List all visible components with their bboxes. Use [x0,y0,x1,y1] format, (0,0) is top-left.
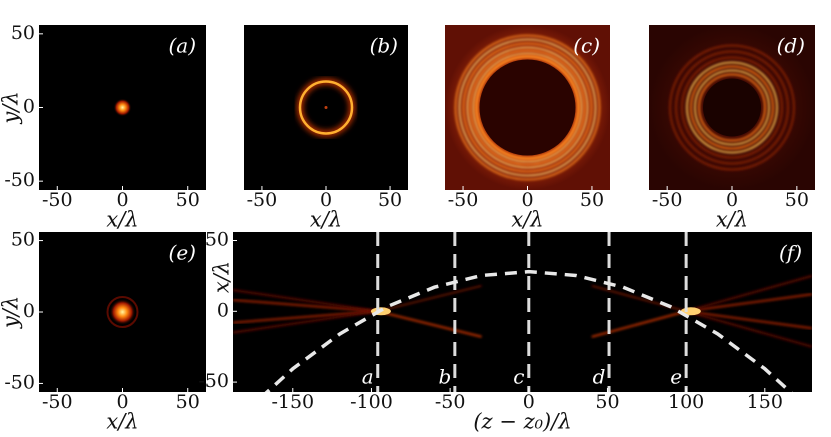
x-tick-label: 50 [785,189,809,211]
x-axis-label: x/λ [106,410,138,434]
y-tick-label: -50 [198,370,229,392]
ring [675,50,789,165]
streak [233,298,378,313]
x-axis-label: (z − z₀)/λ [473,410,571,434]
marker-label: d [593,365,606,389]
halo [106,296,139,328]
dot [324,106,328,109]
ring [454,34,601,181]
x-tick-label: -50 [42,391,73,413]
x-tick-label: 100 [668,391,704,413]
panel-title: (d) [777,34,805,58]
streak [685,310,812,348]
ring [686,61,778,154]
x-tick-label: -50 [435,391,466,413]
x-axis-label: x/λ [106,208,138,232]
x-tick-label: -50 [247,189,278,211]
ring [690,65,774,150]
panel-title: (e) [169,241,196,265]
y-axis-label: y/λ [0,296,23,329]
streak [233,289,378,313]
y-tick-label: -50 [4,371,35,393]
ring [698,73,766,142]
streak [233,310,378,324]
marker-label: c [513,365,524,389]
panel [39,25,206,190]
core [703,78,761,137]
x-axis-label: x/λ [511,208,543,232]
panel [445,25,610,190]
y-tick-label: 50 [11,229,35,251]
ring [469,49,586,166]
panel-title: (c) [573,34,600,58]
ring [462,42,593,173]
y-tick-label: 0 [23,96,35,118]
y-axis-label: y/λ [0,91,23,124]
y-tick-label: 0 [23,300,35,322]
x-tick-label: 50 [378,189,402,211]
curve [264,269,794,392]
ring [298,80,354,135]
x-tick-label: 50 [176,391,200,413]
x-axis-label: x/λ [310,208,342,232]
panel [39,232,206,392]
ring [681,56,783,159]
spot [109,299,136,325]
streak [685,274,812,313]
x-tick-label: 50 [176,189,200,211]
y-axis-label: x/λ [210,261,234,293]
x-tick-label: 150 [747,391,783,413]
y-tick-label: 50 [11,22,35,44]
x-tick-label: -50 [652,189,683,211]
panel [649,25,815,190]
marker-label: e [670,365,682,389]
panel-title: (a) [168,34,196,58]
x-tick-label: 0 [523,391,535,413]
ring [458,38,597,177]
ring [472,52,583,163]
x-tick-label: 0 [726,189,738,211]
marker-label: b [438,365,451,389]
streak [377,285,482,313]
x-tick-label: -100 [350,391,393,413]
x-tick-label: -150 [271,391,314,413]
y-tick-label: 0 [217,299,229,321]
streak [591,310,687,338]
x-tick-label: -50 [42,189,73,211]
streak [685,293,812,313]
panel-title: (f) [779,241,802,265]
ring [475,55,580,160]
core [479,59,576,156]
x-tick-label: 0 [320,189,332,211]
x-tick-label: 50 [595,391,619,413]
streak [685,310,812,330]
spot [113,98,132,117]
x-tick-label: -50 [448,189,479,211]
x-tick-label: 0 [521,189,533,211]
panel-title: (b) [370,34,398,58]
x-tick-label: 50 [580,189,604,211]
marker-label: a [362,365,374,389]
panel: a b c d e [233,232,812,392]
ring [694,69,770,146]
panel [244,25,408,190]
y-tick-label: -50 [4,169,35,191]
x-axis-label: x/λ [716,208,748,232]
y-tick-label: 50 [205,228,229,250]
ring [669,44,795,171]
streak [377,310,482,338]
x-tick-label: 0 [116,391,128,413]
x-tick-label: 0 [116,189,128,211]
ring [466,46,589,169]
streak [233,310,378,334]
